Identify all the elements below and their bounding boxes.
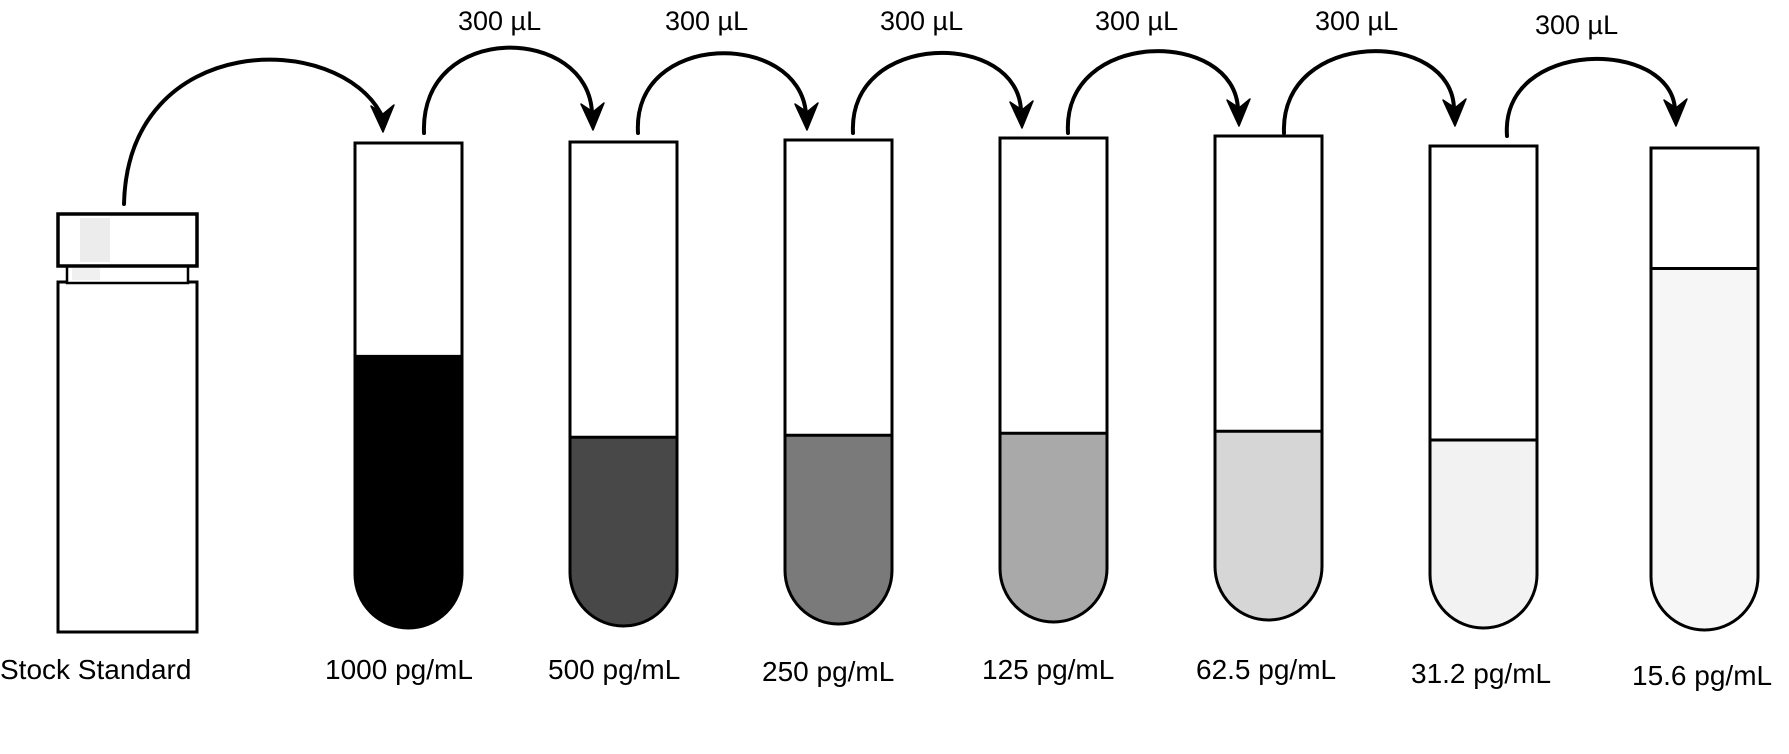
transfer-arrow-line <box>635 51 808 135</box>
arrowhead-icon <box>1442 98 1467 127</box>
tube-liquid <box>355 356 462 628</box>
tube-liquid <box>1651 268 1758 630</box>
transfer-arrow <box>1281 49 1467 135</box>
transfer-label: 300 µL <box>1095 6 1178 36</box>
stock-vial-body <box>56 280 199 634</box>
tube-liquid <box>1215 431 1322 620</box>
tube-outline <box>568 140 679 628</box>
transfer-arrow <box>421 45 605 135</box>
transfer-arrow <box>1065 49 1251 135</box>
stock-vial-neck-shine <box>72 268 100 280</box>
arrowhead-icon <box>370 104 395 133</box>
tubes-layer <box>353 134 1760 632</box>
tube-outline <box>1649 146 1760 632</box>
tube-label: 15.6 pg/mL <box>1632 660 1772 691</box>
transfer-label: 300 µL <box>1535 10 1618 40</box>
arrowhead-icon <box>794 102 819 131</box>
test-tube <box>353 141 464 630</box>
transfer-label: 300 µL <box>458 6 541 36</box>
arrowhead-icon <box>1226 98 1251 127</box>
stock-label: Stock Standard <box>0 654 191 685</box>
tube-liquid <box>785 435 892 624</box>
stock-vial-cap-shine <box>80 218 110 262</box>
transfer-label: 300 µL <box>880 6 963 36</box>
transfer-label: 300 µL <box>1315 6 1398 36</box>
tube-liquid <box>1000 433 1107 622</box>
test-tube <box>1649 146 1760 632</box>
tube-label: 1000 pg/mL <box>325 654 473 685</box>
transfer-arrow-line <box>122 57 384 206</box>
tube-outline <box>998 136 1109 624</box>
tube-label: 62.5 pg/mL <box>1196 654 1336 685</box>
transfer-label: 300 µL <box>665 6 748 36</box>
test-tube <box>783 138 894 626</box>
transfer-arrow-line <box>850 50 1023 135</box>
tube-outline <box>783 138 894 626</box>
stock-vial <box>56 212 199 634</box>
arrowhead-icon <box>580 102 605 131</box>
tube-outline <box>1213 134 1324 622</box>
test-tube <box>1213 134 1324 622</box>
transfer-arrow <box>635 51 819 135</box>
tube-label: 250 pg/mL <box>762 656 894 687</box>
tube-outline <box>353 141 464 630</box>
arrowhead-icon <box>1009 100 1034 129</box>
transfer-arrow <box>122 57 395 206</box>
transfer-arrow-line <box>1504 56 1677 138</box>
transfer-arrow <box>1504 56 1688 138</box>
test-tube <box>1428 144 1539 630</box>
arrows-layer <box>122 45 1688 206</box>
tube-label: 125 pg/mL <box>982 654 1114 685</box>
tube-liquid <box>1430 440 1537 628</box>
transfer-arrow-line <box>1065 49 1240 135</box>
tube-liquid <box>570 437 677 626</box>
tube-label: 500 pg/mL <box>548 654 680 685</box>
transfer-arrow-line <box>421 45 594 135</box>
transfer-arrow <box>850 50 1034 135</box>
test-tube <box>568 140 679 628</box>
tube-label: 31.2 pg/mL <box>1411 658 1551 689</box>
transfer-arrow-line <box>1281 49 1456 135</box>
test-tube <box>998 136 1109 624</box>
arrowhead-icon <box>1663 98 1688 127</box>
stock-vial-cap <box>56 212 199 268</box>
tube-outline <box>1428 144 1539 630</box>
